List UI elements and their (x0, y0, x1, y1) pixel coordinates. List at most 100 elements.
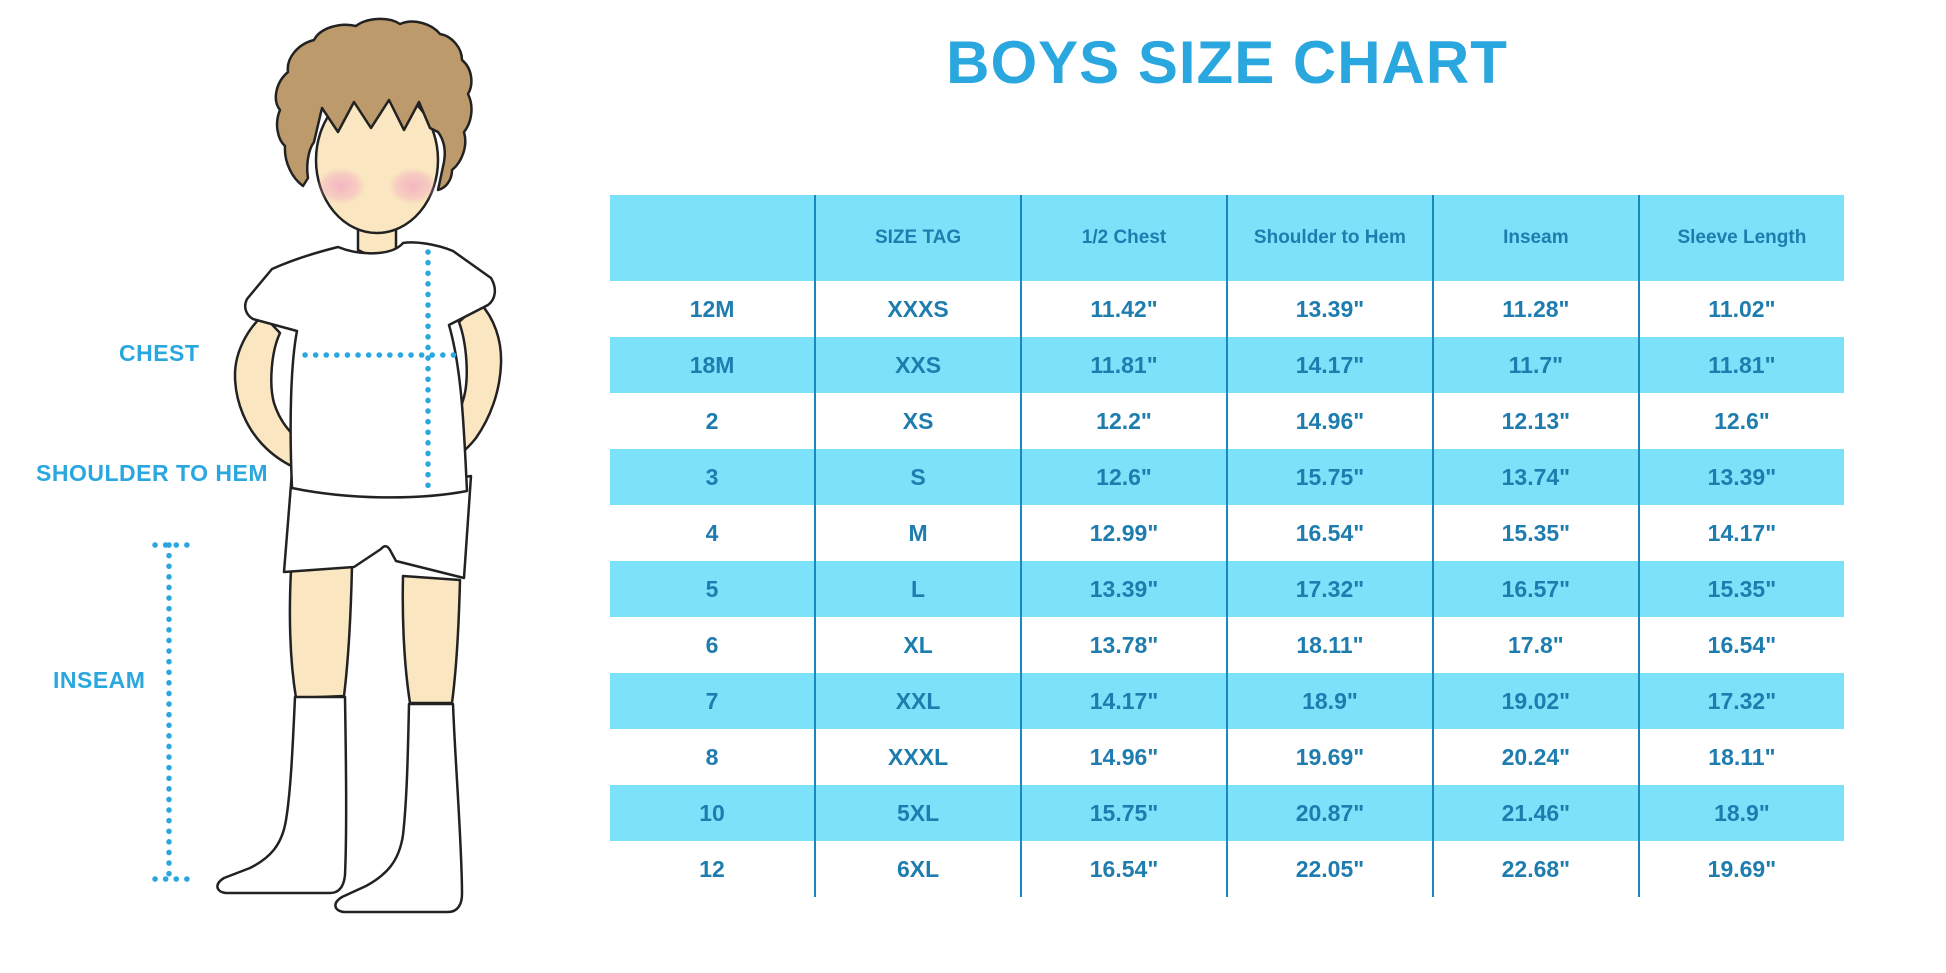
chest-label: CHEST (119, 340, 200, 366)
half-chest-cell: 14.96" (1020, 729, 1227, 785)
size-tag-cell: M (814, 505, 1022, 561)
half-chest-cell: 13.39" (1020, 561, 1227, 617)
boy-left-leg (288, 564, 354, 700)
inseam-cell: 21.46" (1431, 785, 1639, 841)
half-chest-cell: 13.78" (1020, 617, 1227, 673)
table-row: 5 L 13.39" 17.32" 16.57" 15.35" (610, 561, 1844, 617)
column-header-blank (610, 195, 816, 281)
table-row: 3 S 12.6" 15.75" 13.74" 13.39" (610, 449, 1844, 505)
column-header-shoulder-to-hem: Shoulder to Hem (1225, 195, 1433, 281)
column-header-sleeve-length: Sleeve Length (1637, 195, 1844, 281)
sleeve-length-cell: 17.32" (1637, 673, 1844, 729)
boy-right-sock (334, 702, 464, 914)
shoulder-to-hem-cell: 13.39" (1225, 281, 1433, 337)
shoulder-to-hem-cell: 17.32" (1225, 561, 1433, 617)
inseam-cell: 11.7" (1431, 337, 1639, 393)
inseam-cell: 20.24" (1431, 729, 1639, 785)
age-cell: 12 (699, 855, 725, 882)
table-row: 2 XS 12.2" 14.96" 12.13" 12.6" (610, 393, 1844, 449)
inseam-cell: 13.74" (1431, 449, 1639, 505)
table-row: 6 XL 13.78" 18.11" 17.8" 16.54" (610, 617, 1844, 673)
size-tag-cell: 5XL (814, 785, 1022, 841)
boy-left-sock (216, 695, 348, 895)
size-tag-cell: XXXL (814, 729, 1022, 785)
table-row: 12 6XL 16.54" 22.05" 22.68" 19.69" (610, 841, 1844, 897)
size-tag-cell: 6XL (814, 841, 1022, 897)
inseam-cell: 19.02" (1431, 673, 1639, 729)
column-header-inseam: Inseam (1431, 195, 1639, 281)
boy-hair (274, 17, 473, 192)
age-cell: 18M (610, 337, 816, 393)
shoulder-to-hem-cell: 15.75" (1225, 449, 1433, 505)
age-cell: 3 (610, 449, 816, 505)
inseam-cell: 16.57" (1431, 561, 1639, 617)
inseam-label: INSEAM (53, 667, 146, 693)
age-cell: 6 (705, 631, 719, 658)
size-tag-cell: S (814, 449, 1022, 505)
age-cell: 8 (705, 743, 719, 770)
inseam-cell: 15.35" (1431, 505, 1639, 561)
half-chest-cell: 11.81" (1020, 337, 1227, 393)
age-cell: 12M (689, 295, 735, 322)
inseam-cell: 22.68" (1431, 841, 1639, 897)
size-tag-cell: L (814, 561, 1022, 617)
column-header-half-chest: 1/2 Chest (1020, 195, 1227, 281)
shoulder-to-hem-label: SHOULDER TO HEM (36, 460, 268, 486)
sleeve-length-cell: 19.69" (1637, 841, 1844, 897)
sleeve-length-cell: 11.81" (1637, 337, 1844, 393)
header-row: SIZE TAG 1/2 Chest Shoulder to Hem Insea… (610, 195, 1844, 281)
size-tag-cell: XS (814, 393, 1022, 449)
half-chest-cell: 15.75" (1020, 785, 1227, 841)
shoulder-to-hem-cell: 14.96" (1225, 393, 1433, 449)
table-row: 18M XXS 11.81" 14.17" 11.7" 11.81" (610, 337, 1844, 393)
boy-tshirt (244, 241, 497, 499)
boy-right-cheek-blush (389, 168, 437, 204)
shoulder-to-hem-cell: 20.87" (1225, 785, 1433, 841)
half-chest-cell: 11.42" (1020, 281, 1227, 337)
age-cell: 2 (705, 407, 719, 434)
half-chest-cell: 12.6" (1020, 449, 1227, 505)
sleeve-length-cell: 11.02" (1637, 281, 1844, 337)
boy-illustration (152, 17, 503, 914)
age-cell: 7 (610, 673, 816, 729)
page-title: BOYS SIZE CHART (946, 29, 1508, 96)
sleeve-length-cell: 18.9" (1637, 785, 1844, 841)
boy-left-arm (233, 313, 308, 472)
shoulder-to-hem-cell: 22.05" (1225, 841, 1433, 897)
shoulder-to-hem-cell: 16.54" (1225, 505, 1433, 561)
age-cell: 10 (610, 785, 816, 841)
half-chest-cell: 16.54" (1020, 841, 1227, 897)
sleeve-length-cell: 16.54" (1637, 617, 1844, 673)
shoulder-to-hem-cell: 19.69" (1225, 729, 1433, 785)
half-chest-cell: 12.99" (1020, 505, 1227, 561)
boy-measurement-figure: CHEST SHOULDER TO HEM INSEAM (0, 0, 612, 973)
size-tag-cell: XXS (814, 337, 1022, 393)
size-tag-cell: XXXS (814, 281, 1022, 337)
table-row: 7 XXL 14.17" 18.9" 19.02" 17.32" (610, 673, 1844, 729)
sleeve-length-cell: 13.39" (1637, 449, 1844, 505)
size-tag-cell: XXL (814, 673, 1022, 729)
sleeve-length-cell: 15.35" (1637, 561, 1844, 617)
column-header-size-tag: SIZE TAG (814, 195, 1022, 281)
age-cell: 5 (610, 561, 816, 617)
half-chest-cell: 12.2" (1020, 393, 1227, 449)
sleeve-length-cell: 14.17" (1637, 505, 1844, 561)
sleeve-length-cell: 12.6" (1637, 393, 1844, 449)
inseam-cell: 11.28" (1431, 281, 1639, 337)
inseam-cell: 12.13" (1431, 393, 1639, 449)
size-tag-cell: XL (814, 617, 1022, 673)
table-row: 8 XXXL 14.96" 19.69" 20.24" 18.11" (610, 729, 1844, 785)
boy-left-cheek-blush (317, 168, 365, 204)
age-cell: 4 (705, 519, 719, 546)
shoulder-to-hem-cell: 14.17" (1225, 337, 1433, 393)
inseam-cell: 17.8" (1431, 617, 1639, 673)
table-row: 4 M 12.99" 16.54" 15.35" 14.17" (610, 505, 1844, 561)
half-chest-cell: 14.17" (1020, 673, 1227, 729)
table-row: 10 5XL 15.75" 20.87" 21.46" 18.9" (610, 785, 1844, 841)
shoulder-to-hem-cell: 18.9" (1225, 673, 1433, 729)
boys-size-table: SIZE TAG 1/2 Chest Shoulder to Hem Insea… (610, 195, 1844, 897)
sleeve-length-cell: 18.11" (1637, 729, 1844, 785)
table-row: 12M XXXS 11.42" 13.39" 11.28" 11.02" (610, 281, 1844, 337)
boy-right-leg (401, 574, 462, 705)
shoulder-to-hem-cell: 18.11" (1225, 617, 1433, 673)
